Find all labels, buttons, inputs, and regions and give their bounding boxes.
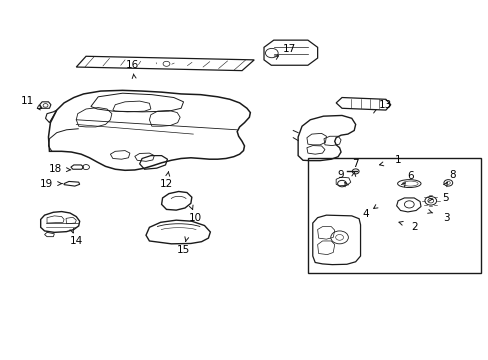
Text: 4: 4 (362, 209, 368, 219)
Text: 5: 5 (441, 193, 448, 203)
Text: 15: 15 (177, 245, 190, 255)
Text: 18: 18 (49, 164, 62, 174)
Text: 12: 12 (160, 179, 173, 189)
Text: 19: 19 (40, 179, 53, 189)
Text: 9: 9 (337, 170, 343, 180)
Text: 17: 17 (282, 44, 295, 54)
Text: 6: 6 (406, 171, 413, 181)
Text: 8: 8 (448, 170, 455, 180)
Text: 3: 3 (443, 213, 449, 222)
Text: 11: 11 (21, 96, 34, 106)
Text: 14: 14 (69, 236, 83, 246)
Text: 10: 10 (189, 213, 202, 222)
Text: 16: 16 (125, 60, 139, 70)
Text: 7: 7 (352, 159, 358, 169)
Text: 13: 13 (379, 100, 392, 110)
Text: 2: 2 (410, 222, 417, 231)
Text: 1: 1 (394, 155, 401, 165)
Bar (307, 158, 480, 273)
